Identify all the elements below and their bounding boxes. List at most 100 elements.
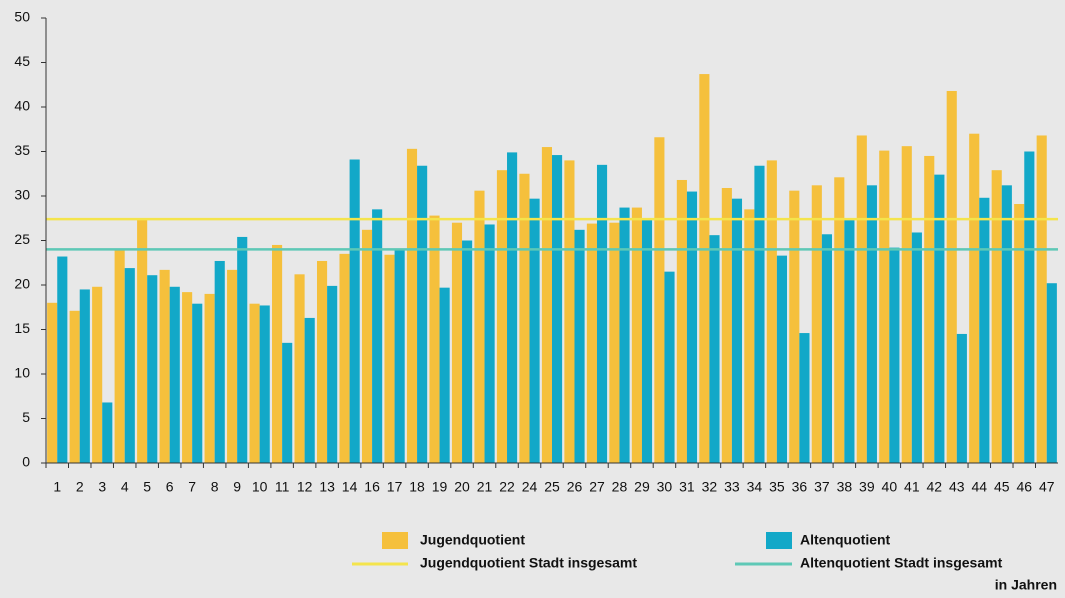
legend-swatch xyxy=(766,532,792,549)
y-tick-label: 40 xyxy=(14,98,30,114)
bar xyxy=(327,285,338,463)
bar xyxy=(372,209,383,463)
x-tick-label: 2 xyxy=(76,479,84,495)
bar xyxy=(137,219,148,463)
bar xyxy=(664,271,675,463)
bar xyxy=(834,177,845,463)
x-tick-label: 13 xyxy=(319,479,335,495)
bar xyxy=(507,152,518,463)
bar xyxy=(474,190,485,463)
bar xyxy=(676,179,687,464)
bar xyxy=(69,310,80,463)
bar xyxy=(339,253,350,463)
x-tick-label: 28 xyxy=(612,479,628,495)
x-tick-label: 7 xyxy=(188,479,196,495)
bar xyxy=(956,333,967,463)
bar xyxy=(799,333,810,463)
x-tick-label: 12 xyxy=(297,479,313,495)
x-tick-label: 27 xyxy=(589,479,605,495)
bar xyxy=(789,190,800,463)
bar xyxy=(574,229,585,463)
bar xyxy=(866,185,877,463)
bar xyxy=(79,289,90,463)
bar xyxy=(1001,185,1012,463)
bar xyxy=(102,402,113,463)
bar xyxy=(496,170,508,463)
legend-label: Altenquotient xyxy=(800,532,891,548)
x-tick-label: 11 xyxy=(275,479,290,495)
x-tick-label: 4 xyxy=(121,479,129,495)
x-tick-label: 43 xyxy=(949,479,965,495)
x-tick-label: 24 xyxy=(522,479,538,495)
x-tick-label: 37 xyxy=(814,479,830,495)
legend-label: Altenquotient Stadt insgesamt xyxy=(800,555,1003,571)
bar xyxy=(192,303,203,463)
x-tick-label: 30 xyxy=(657,479,673,495)
x-tick-label: 39 xyxy=(859,479,875,495)
x-tick-label: 8 xyxy=(211,479,219,495)
bar xyxy=(541,147,552,464)
y-tick-label: 25 xyxy=(14,231,30,247)
bar xyxy=(991,170,1002,463)
y-tick-label: 20 xyxy=(14,276,30,292)
x-tick-label: 14 xyxy=(342,479,358,495)
bar xyxy=(57,256,68,463)
x-tick-label: 21 xyxy=(477,479,493,495)
bar xyxy=(204,293,215,463)
bar xyxy=(821,234,832,463)
bar xyxy=(361,229,373,463)
bar xyxy=(631,207,642,463)
bar xyxy=(856,135,867,464)
bar xyxy=(934,174,945,463)
bar xyxy=(776,255,788,463)
bar xyxy=(654,137,665,463)
x-tick-label: 29 xyxy=(634,479,650,495)
bar xyxy=(294,274,305,463)
x-tick-label: 41 xyxy=(904,479,920,495)
y-tick-label: 35 xyxy=(14,142,30,158)
bar xyxy=(159,269,170,463)
x-tick-label: 22 xyxy=(499,479,515,495)
x-tick-label: 34 xyxy=(747,479,763,495)
bar xyxy=(92,286,103,463)
x-tick-label: 31 xyxy=(679,479,695,495)
y-tick-label: 10 xyxy=(14,365,30,381)
bar xyxy=(1014,204,1025,463)
bar xyxy=(979,197,990,463)
x-tick-label: 1 xyxy=(53,479,61,495)
bar xyxy=(811,185,822,463)
bar xyxy=(879,150,890,464)
y-tick-label: 15 xyxy=(14,320,30,336)
x-tick-label: 16 xyxy=(364,479,380,495)
bar xyxy=(429,215,440,463)
bar xyxy=(169,286,180,463)
bar xyxy=(214,260,225,463)
x-tick-label: 40 xyxy=(882,479,898,495)
bar xyxy=(349,159,360,463)
bar xyxy=(147,275,158,463)
bar xyxy=(519,173,530,463)
bar xyxy=(1046,283,1057,463)
bar xyxy=(731,198,743,464)
bar xyxy=(124,268,135,463)
x-tick-label: 19 xyxy=(432,479,448,495)
bar xyxy=(911,232,922,463)
bar xyxy=(304,317,315,463)
bar xyxy=(901,146,912,463)
x-tick-label: 26 xyxy=(567,479,583,495)
bar xyxy=(272,244,283,463)
bar xyxy=(227,269,238,463)
bar xyxy=(969,133,980,463)
bar xyxy=(619,207,630,463)
legend-label: Jugendquotient Stadt insgesamt xyxy=(420,555,637,571)
x-tick-label: 17 xyxy=(387,479,403,495)
legend-swatch xyxy=(382,532,408,549)
bar xyxy=(259,305,270,463)
bar xyxy=(586,223,597,463)
bar xyxy=(237,236,248,463)
bar xyxy=(406,148,418,463)
x-tick-label: 3 xyxy=(98,479,106,495)
bar xyxy=(564,160,575,463)
bar xyxy=(282,342,293,463)
